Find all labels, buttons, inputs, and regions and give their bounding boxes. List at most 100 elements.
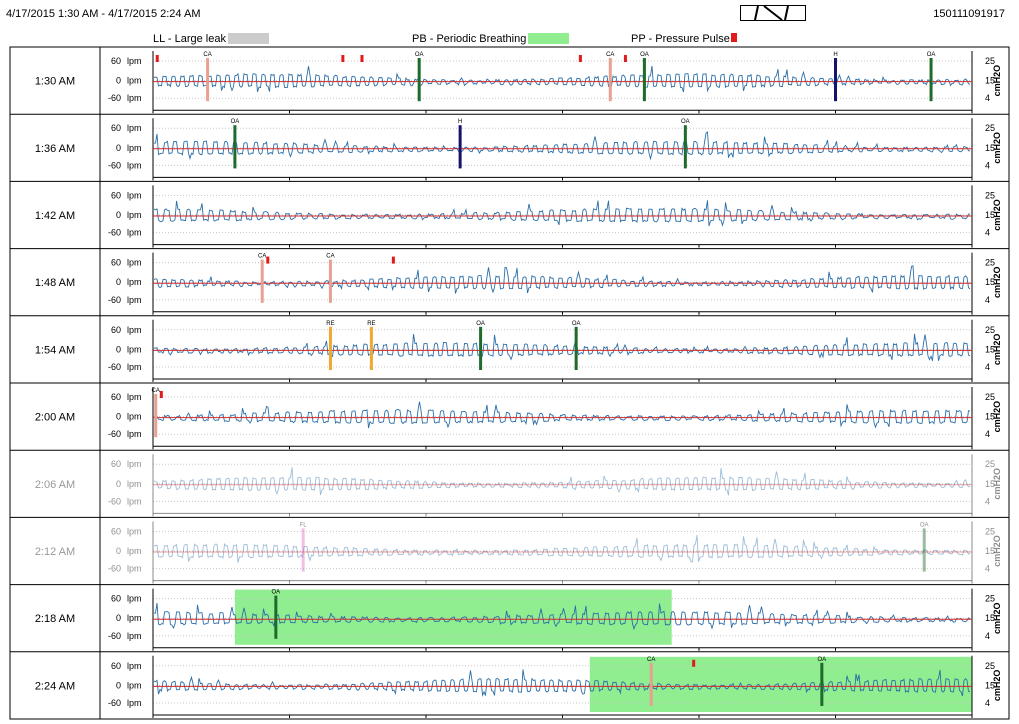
flow-tick-label: 0 <box>116 479 121 489</box>
event-label: OA <box>476 321 485 327</box>
event-marker-ca <box>608 58 612 102</box>
event-label: OA <box>681 119 690 125</box>
row-time-label: 2:24 AM <box>35 680 75 692</box>
event-label: OA <box>818 657 827 663</box>
pressure-pulse-mark <box>360 55 364 62</box>
event-marker-oa <box>642 58 646 102</box>
flow-unit-label: lpm <box>127 526 142 536</box>
flow-unit-label: lpm <box>127 295 142 305</box>
flow-unit-label: lpm <box>127 160 142 170</box>
flow-tick-label: 60 <box>111 258 121 268</box>
pressure-tick-label: 4 <box>985 228 990 238</box>
row-time-label: 1:42 AM <box>35 210 75 222</box>
flow-unit-label: lpm <box>127 412 142 422</box>
flow-unit-label: lpm <box>127 392 142 402</box>
event-marker-oa <box>574 326 578 370</box>
flow-unit-label: lpm <box>127 210 142 220</box>
flow-tick-label: 0 <box>116 344 121 354</box>
event-label: OA <box>272 590 281 596</box>
pressure-tick-label: 25 <box>985 392 995 402</box>
event-marker-oa <box>479 326 483 370</box>
pressure-tick-label: 4 <box>985 631 990 641</box>
event-label: RE <box>326 321 334 327</box>
event-label: CA <box>326 254 334 260</box>
row-time-label: 1:36 AM <box>35 143 75 155</box>
event-label: CA <box>258 254 266 260</box>
legend-periodic-breathing-swatch <box>528 33 569 44</box>
pressure-tick-label: 25 <box>985 123 995 133</box>
flow-tick-label: 0 <box>116 277 121 287</box>
navigation-icon[interactable] <box>740 5 806 21</box>
pressure-pulse-mark <box>692 659 696 667</box>
flow-line <box>154 602 971 631</box>
event-marker-re <box>328 326 332 370</box>
flow-tick-label: -60 <box>108 160 121 170</box>
row-time-label: 1:48 AM <box>35 277 75 289</box>
pressure-tick-label: 15 <box>985 277 995 287</box>
event-marker-oa <box>929 58 933 102</box>
flow-unit-label: lpm <box>127 228 142 238</box>
pressure-unit-label: cmH2O <box>992 468 1002 500</box>
event-label: OA <box>927 52 936 58</box>
flow-tick-label: -60 <box>108 295 121 305</box>
flow-unit-label: lpm <box>127 143 142 153</box>
flow-tick-label: -60 <box>108 228 121 238</box>
legend-pressure-pulse-swatch <box>731 33 737 42</box>
pressure-tick-label: 15 <box>985 613 995 623</box>
event-marker-oa <box>274 595 278 639</box>
flow-unit-label: lpm <box>127 325 142 335</box>
flow-tick-label: -60 <box>108 362 121 372</box>
event-label: OA <box>640 52 649 58</box>
event-label: CA <box>203 52 211 58</box>
pressure-tick-label: 15 <box>985 680 995 690</box>
pressure-tick-label: 25 <box>985 190 995 200</box>
pressure-tick-label: 25 <box>985 56 995 66</box>
pressure-unit-label: cmH2O <box>992 401 1002 433</box>
pressure-tick-label: 15 <box>985 479 995 489</box>
pressure-tick-label: 15 <box>985 546 995 556</box>
flow-line <box>153 131 971 161</box>
flow-tick-label: 0 <box>116 210 121 220</box>
event-label: H <box>833 52 837 58</box>
flow-unit-label: lpm <box>127 258 142 268</box>
flow-line <box>153 265 971 294</box>
pressure-pulse-mark <box>391 256 395 264</box>
pressure-tick-label: 4 <box>985 429 990 439</box>
flow-unit-label: lpm <box>127 93 142 103</box>
row-time-label: 1:30 AM <box>35 76 75 88</box>
flow-tick-label: 60 <box>111 190 121 200</box>
row-time-label: 2:00 AM <box>35 412 75 424</box>
flow-tick-label: 60 <box>111 56 121 66</box>
event-marker-ca <box>260 259 264 303</box>
pressure-tick-label: 4 <box>985 496 990 506</box>
flow-line <box>153 65 971 93</box>
event-marker-oa <box>922 528 926 572</box>
flow-unit-label: lpm <box>127 362 142 372</box>
event-marker-fl <box>301 528 305 572</box>
row-time-label: 2:18 AM <box>35 613 75 625</box>
flow-unit-label: lpm <box>127 56 142 66</box>
pressure-unit-label: cmH2O <box>992 65 1002 97</box>
flow-unit-label: lpm <box>127 459 142 469</box>
event-label: CA <box>152 388 160 394</box>
row-time-label: 1:54 AM <box>35 344 75 356</box>
flow-tick-label: -60 <box>108 93 121 103</box>
event-marker-h <box>458 125 462 169</box>
pressure-tick-label: 4 <box>985 93 990 103</box>
pressure-pulse-mark <box>155 55 159 62</box>
flow-tick-label: -60 <box>108 429 121 439</box>
event-marker-ca <box>649 662 653 706</box>
event-marker-oa <box>820 662 824 706</box>
pressure-unit-label: cmH2O <box>992 132 1002 164</box>
legend-pressure-pulse: PP - Pressure Pulse <box>631 33 730 45</box>
event-marker-h <box>834 58 837 102</box>
flow-unit-label: lpm <box>127 496 142 506</box>
flow-tick-label: -60 <box>108 564 121 574</box>
flow-tick-label: 60 <box>111 526 121 536</box>
pressure-unit-label: cmH2O <box>992 602 1002 634</box>
pressure-pulse-mark <box>578 55 582 62</box>
flow-unit-label: lpm <box>127 546 142 556</box>
pressure-pulse-mark <box>159 391 163 398</box>
date-range: 4/17/2015 1:30 AM - 4/17/2015 2:24 AM <box>6 8 201 20</box>
